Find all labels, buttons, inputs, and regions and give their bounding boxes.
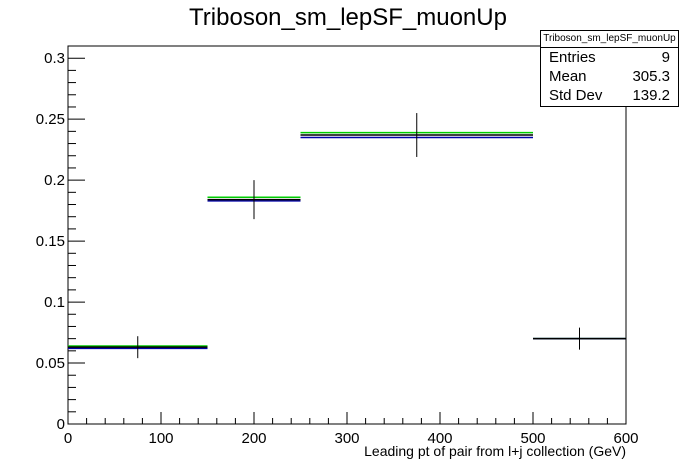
stats-label: Mean <box>549 68 587 85</box>
x-tick-label: 400 <box>427 430 452 447</box>
x-tick-label: 600 <box>613 430 638 447</box>
x-axis-label: Leading pt of pair from l+j collection (… <box>364 443 626 459</box>
stats-value: 305.3 <box>632 68 670 85</box>
chart-title: Triboson_sm_lepSF_muonUp <box>189 4 507 31</box>
x-tick-label: 100 <box>148 430 173 447</box>
y-tick-label: 0.05 <box>36 355 65 372</box>
stats-box-title: Triboson_sm_lepSF_muonUp <box>541 31 678 48</box>
stats-label: Entries <box>549 49 596 66</box>
x-tick-label: 0 <box>64 430 72 447</box>
x-tick-label: 500 <box>520 430 545 447</box>
x-tick-label: 300 <box>334 430 359 447</box>
y-tick-label: 0 <box>57 416 65 433</box>
y-tick-label: 0.15 <box>36 233 65 250</box>
y-tick-label: 0.3 <box>44 50 65 67</box>
y-tick-label: 0.25 <box>36 111 65 128</box>
stats-row-stddev: Std Dev 139.2 <box>541 86 678 105</box>
y-tick-label: 0.1 <box>44 294 65 311</box>
stats-value: 9 <box>661 49 670 66</box>
y-tick-label: 0.2 <box>44 172 65 189</box>
x-tick-label: 200 <box>241 430 266 447</box>
stats-value: 139.2 <box>632 87 670 104</box>
stats-label: Std Dev <box>549 87 603 104</box>
stats-row-mean: Mean 305.3 <box>541 67 678 86</box>
stats-row-entries: Entries 9 <box>541 48 678 67</box>
stats-box: Triboson_sm_lepSF_muonUp Entries 9 Mean … <box>540 30 679 107</box>
